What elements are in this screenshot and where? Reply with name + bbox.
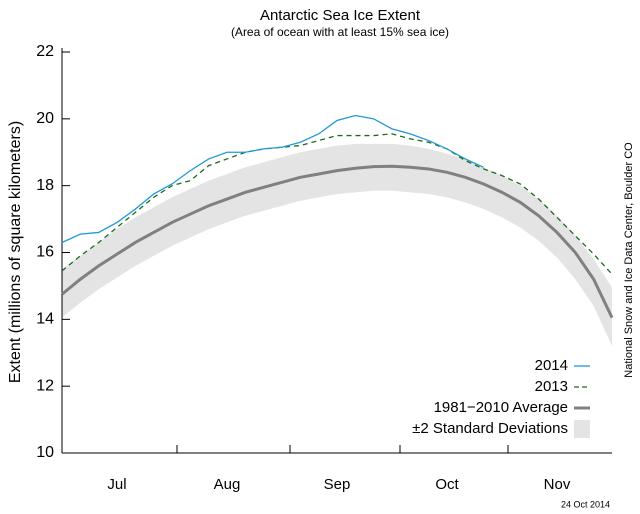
y-tick-label: 22 xyxy=(36,43,54,60)
y-tick-label: 20 xyxy=(36,110,54,127)
x-tick-label: Sep xyxy=(324,476,351,493)
legend-label: 1981−2010 Average xyxy=(434,399,568,416)
y-tick-label: 14 xyxy=(36,311,54,328)
x-axis-ticks xyxy=(176,445,509,453)
x-tick-label: Aug xyxy=(214,476,241,493)
x-tick-label: Nov xyxy=(544,476,571,493)
legend-swatch xyxy=(574,420,590,438)
chart-subtitle: (Area of ocean with at least 15% sea ice… xyxy=(231,25,449,39)
std-band xyxy=(62,143,612,347)
y-tick-label: 16 xyxy=(36,244,54,261)
x-tick-label: Jul xyxy=(107,476,126,493)
y-tick-label: 18 xyxy=(36,177,54,194)
series-line xyxy=(61,164,614,319)
y-axis-label: Extent (millions of square kilometers) xyxy=(7,121,24,383)
source-note: National Snow and Ice Data Center, Bould… xyxy=(623,142,635,378)
date-note: 24 Oct 2014 xyxy=(561,499,610,509)
series-line xyxy=(61,114,484,244)
x-tick-label: Oct xyxy=(435,476,459,493)
legend-label: 2013 xyxy=(535,378,568,395)
chart-title: Antarctic Sea Ice Extent xyxy=(260,7,421,24)
y-tick-label: 12 xyxy=(36,377,54,394)
y-tick-label: 10 xyxy=(36,444,54,461)
series-line xyxy=(61,133,613,275)
legend-label: ±2 Standard Deviations xyxy=(412,420,568,437)
legend-label: 2014 xyxy=(535,357,568,374)
